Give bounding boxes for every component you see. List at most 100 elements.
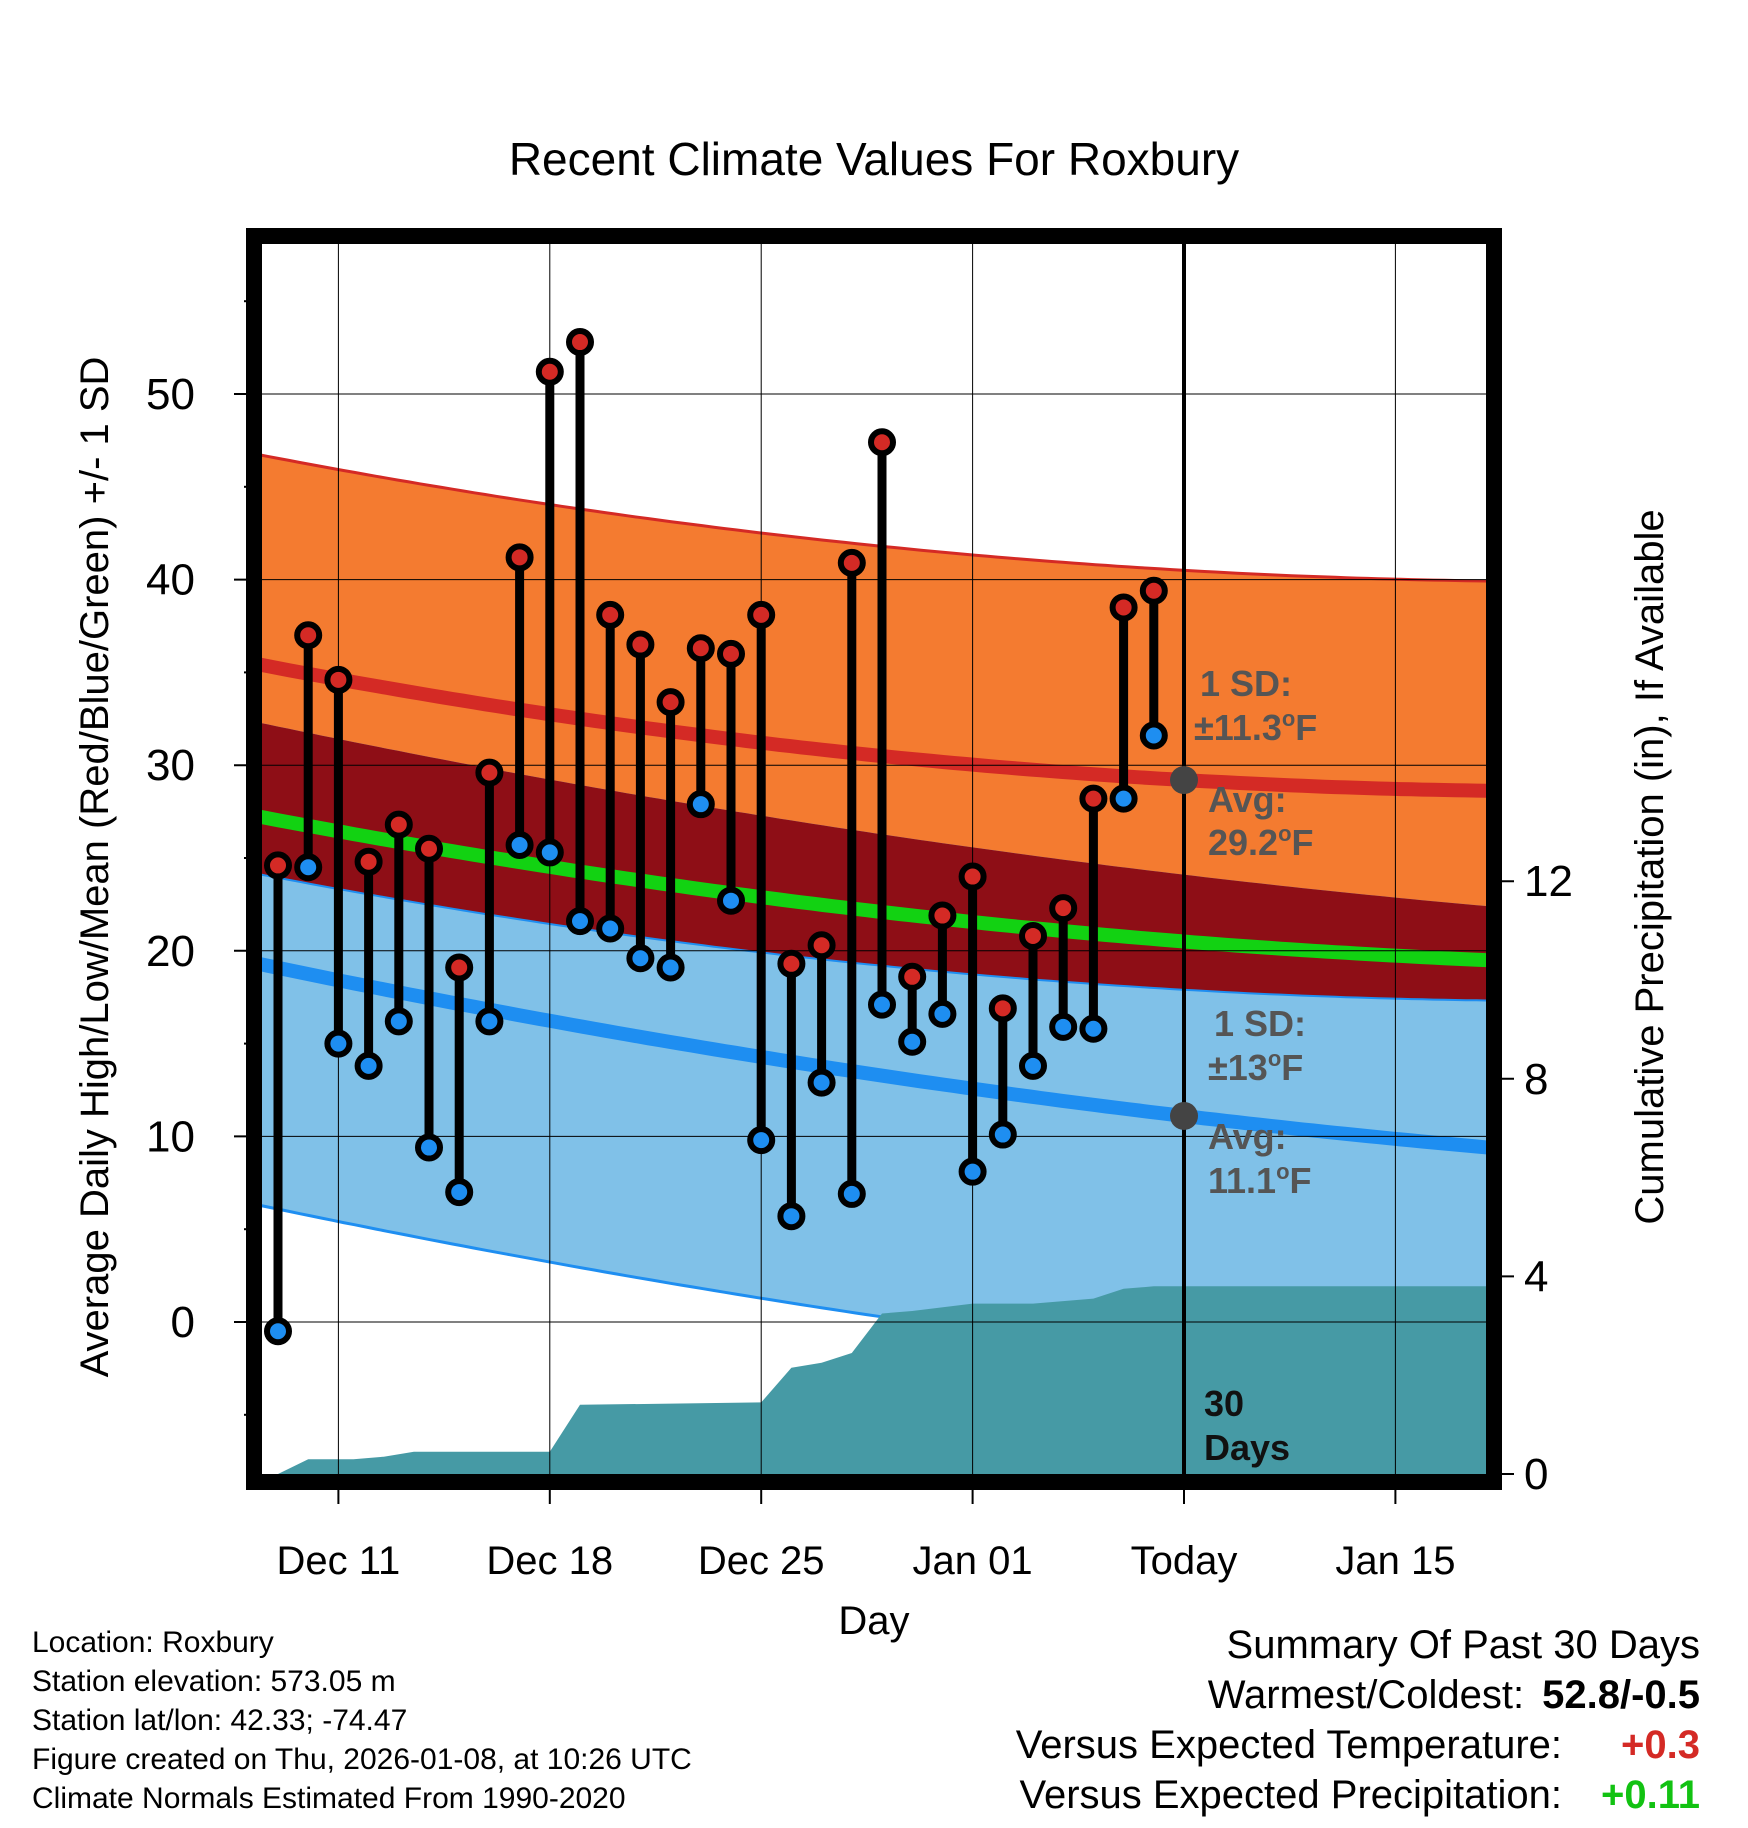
precip-area: [262, 1286, 1486, 1474]
observed-high-point: [837, 548, 866, 577]
observed-low-point: [1079, 1014, 1108, 1043]
y-right-tick-label: 12: [1524, 857, 1573, 906]
summary-panel: Summary Of Past 30 Days Warmest/Coldest:…: [1016, 1620, 1700, 1820]
observed-low-point: [868, 990, 896, 1019]
observed-high-point: [777, 949, 806, 978]
observed-high-point: [747, 600, 776, 629]
observed-high-point: [1139, 576, 1168, 605]
today-days-number: 30: [1204, 1383, 1244, 1424]
elevation-text: Station elevation: 573.05 m: [32, 1665, 396, 1698]
observed-high-point: [415, 834, 443, 863]
observed-low-point: [1139, 721, 1168, 750]
y-right-tick-label: 0: [1524, 1450, 1548, 1499]
location-text: Location: Roxbury: [32, 1626, 274, 1659]
observed-low-point: [324, 1029, 353, 1058]
precip-label: Versus Expected Precipitation:: [1019, 1773, 1562, 1817]
observed-high-point: [807, 931, 836, 960]
y-tick-label: 50: [146, 370, 195, 419]
observed-high-point: [384, 810, 413, 839]
x-tick-label: Jan 01: [913, 1539, 1033, 1583]
summary-warmest-row: Warmest/Coldest: 52.8/-0.5: [1016, 1670, 1700, 1720]
observed-high-point: [928, 901, 957, 930]
y-right-tick-label: 4: [1524, 1252, 1548, 1301]
observed-low-point: [1019, 1051, 1047, 1080]
observed-high-point: [324, 665, 353, 694]
observed-high-point: [1049, 894, 1078, 923]
y-right-tick-label: 8: [1524, 1055, 1548, 1104]
temp-value: +0.3: [1621, 1723, 1700, 1767]
observed-high-point: [505, 543, 534, 572]
observed-high-point: [354, 847, 383, 876]
observed-high-point: [445, 953, 474, 982]
y-tick-label: 20: [146, 927, 195, 976]
y-tick-label: 40: [146, 556, 195, 605]
created-text: Figure created on Thu, 2026-01-08, at 10…: [32, 1743, 692, 1776]
overlap-band: [262, 723, 1486, 1001]
station-info: Location: Roxbury Station elevation: 573…: [32, 1623, 692, 1818]
observed-low-point: [445, 1178, 474, 1207]
observed-high-point: [294, 621, 323, 650]
observed-low-point: [294, 853, 323, 882]
low-sd-label: 1 SD:: [1214, 1003, 1306, 1044]
observed-low-point: [384, 1007, 413, 1036]
observed-low-point: [505, 831, 534, 860]
warmest-value: 52.8/-0.5: [1542, 1673, 1700, 1717]
observed-low-point: [898, 1027, 927, 1056]
summary-precip-row: Versus Expected Precipitation: +0.11: [1016, 1770, 1700, 1820]
observed-low-point: [928, 999, 957, 1028]
observed-high-point: [868, 428, 896, 457]
y-tick-label: 0: [171, 1298, 195, 1347]
low-avg-value: 11.1oF: [1208, 1159, 1312, 1201]
observed-low-point: [807, 1068, 836, 1097]
observed-low-point: [837, 1179, 866, 1208]
observed-low-point: [988, 1120, 1017, 1149]
observed-high-point: [988, 994, 1017, 1023]
summary-temp-row: Versus Expected Temperature: +0.3: [1016, 1720, 1700, 1770]
normals-text: Climate Normals Estimated From 1990-2020: [32, 1782, 626, 1815]
latlon-text: Station lat/lon: 42.33; -74.47: [32, 1704, 408, 1737]
low-avg-label: Avg:: [1208, 1116, 1287, 1157]
observed-high-point: [1079, 784, 1108, 813]
temp-label: Versus Expected Temperature:: [1015, 1723, 1562, 1767]
high-avg-dot: [1170, 766, 1198, 795]
warmest-label: Warmest/Coldest:: [1207, 1673, 1525, 1717]
observed-high-point: [535, 357, 564, 386]
high-sd-value: ±11.3oF: [1194, 706, 1317, 748]
x-tick-label: Jan 15: [1335, 1539, 1455, 1583]
high-avg-value: 29.2oF: [1208, 821, 1314, 863]
observed-low-point: [1049, 1012, 1078, 1041]
x-tick-label: Dec 11: [277, 1539, 401, 1583]
summary-title: Summary Of Past 30 Days: [1226, 1623, 1700, 1667]
x-tick-label: Today: [1131, 1539, 1238, 1583]
y-axis-title-right: Cumulative Precipitation (in), If Availa…: [1628, 509, 1672, 1224]
observed-high-point: [475, 758, 504, 787]
y-tick-label: 10: [146, 1112, 195, 1161]
x-tick-label: Dec 18: [486, 1539, 613, 1583]
observed-low-point: [475, 1007, 504, 1036]
observed-low-point: [656, 953, 685, 982]
y-axis-title: Average Daily High/Low/Mean (Red/Blue/Gr…: [73, 357, 117, 1378]
observed-high-point: [656, 688, 685, 717]
observed-high-point: [264, 851, 292, 880]
observed-low-point: [354, 1051, 383, 1080]
high-avg-label: Avg:: [1208, 779, 1287, 820]
normal-low-line: [262, 957, 1486, 1155]
observed-high-point: [898, 962, 927, 991]
observed-low-point: [626, 944, 655, 973]
observed-high-point: [686, 634, 715, 663]
observed-high-point: [717, 639, 745, 668]
high-sd-label: 1 SD:: [1200, 663, 1292, 704]
low-sd-value: ±13oF: [1208, 1046, 1303, 1088]
data-marks: [264, 328, 1198, 1346]
observed-high-point: [566, 328, 594, 357]
observed-low-point: [777, 1202, 806, 1231]
observed-low-point: [686, 790, 715, 819]
observed-low-point: [535, 838, 564, 867]
observed-high-point: [596, 600, 625, 629]
observed-high-point: [958, 862, 987, 891]
observed-low-point: [958, 1157, 987, 1186]
observed-high-point: [1109, 593, 1138, 622]
low-avg-dot: [1170, 1101, 1198, 1130]
observed-high-point: [626, 630, 655, 659]
